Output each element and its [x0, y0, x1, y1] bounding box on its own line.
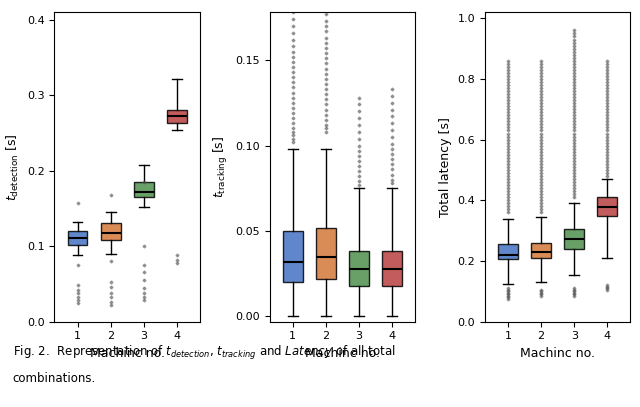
Y-axis label: Total latency [s]: Total latency [s] [439, 117, 452, 217]
X-axis label: Machinc no.: Machinc no. [305, 347, 380, 360]
X-axis label: Machinc no.: Machinc no. [90, 347, 164, 360]
PathPatch shape [167, 109, 187, 123]
PathPatch shape [349, 252, 369, 286]
PathPatch shape [564, 229, 584, 249]
Y-axis label: $t_{\mathrm{tracking}}$ [s]: $t_{\mathrm{tracking}}$ [s] [212, 136, 230, 198]
PathPatch shape [382, 252, 402, 286]
PathPatch shape [531, 243, 551, 258]
PathPatch shape [283, 231, 303, 282]
PathPatch shape [498, 244, 518, 259]
Text: Fig. 2.  Representation of $t_{detection}$, $t_{tracking}$ and $\mathit{Latency}: Fig. 2. Representation of $t_{detection}… [13, 344, 396, 362]
X-axis label: Machinc no.: Machinc no. [520, 347, 595, 360]
Text: combinations.: combinations. [13, 372, 96, 385]
PathPatch shape [134, 182, 154, 197]
PathPatch shape [316, 228, 336, 279]
PathPatch shape [597, 197, 617, 216]
PathPatch shape [100, 223, 120, 240]
Y-axis label: $t_{\mathrm{detection}}$ [s]: $t_{\mathrm{detection}}$ [s] [5, 133, 21, 201]
PathPatch shape [68, 231, 88, 245]
